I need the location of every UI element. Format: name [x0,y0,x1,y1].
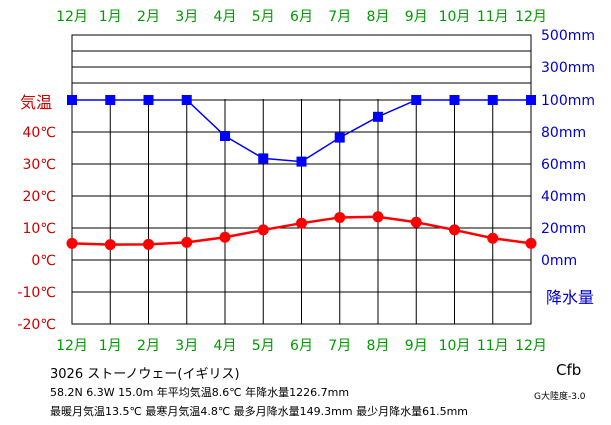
month-label: 10月 [439,9,471,25]
month-label: 9月 [405,9,428,25]
precipitation-point [373,111,383,122]
temperature-point [66,237,78,249]
precipitation-tick-label: 40mm [541,189,586,205]
month-label: 10月 [439,338,471,354]
precipitation-point [334,132,345,143]
temperature-tick-label: 0℃ [31,253,56,269]
temperature-point [334,211,346,223]
month-label: 12月 [515,338,547,354]
temperature-point [487,232,499,244]
precipitation-axis: 500mm 300mm 100mm 80mm 60mm 40mm 20mm 0mm [541,28,595,269]
month-label: 4月 [214,338,237,354]
month-label: 12月 [56,9,88,25]
month-label: 9月 [405,338,428,354]
month-label: 3月 [175,338,198,354]
precipitation-point [449,95,460,105]
precipitation-point [526,95,536,105]
temperature-tick-label: 40℃ [22,125,56,141]
month-label: 3月 [175,9,198,25]
temperature-axis-label: 気温 [20,93,52,112]
temperature-tick-label: 10℃ [22,221,56,237]
bottom-month-labels: 12月 1月 2月 3月 4月 5月 6月 7月 8月 9月 10月 11月 12月 [56,338,547,354]
continentality-index: G大陸度-3.0 [534,392,586,402]
station-stats: 最暖月気温13.5℃ 最寒月気温4.8℃ 最多月降水量149.3mm 最少月降水… [50,405,469,418]
temperature-tick-label: 20℃ [22,189,56,205]
month-label: 12月 [56,338,88,354]
month-label: 6月 [290,338,313,354]
temperature-point [143,238,154,250]
precipitation-tick-label: 20mm [541,221,586,237]
month-label: 2月 [137,338,160,354]
precipitation-tick-label: 500mm [541,28,595,44]
month-label: 7月 [328,9,351,25]
month-label: 4月 [214,9,237,25]
precipitation-point [258,153,269,164]
month-label: 6月 [290,9,313,25]
temperature-point [410,216,422,228]
precipitation-tick-label: 300mm [541,60,595,76]
temperature-tick-label: -10℃ [17,285,56,301]
temperature-point [296,217,307,229]
temperature-point [449,224,460,236]
station-info: 58.2N 6.3W 15.0m 年平均気温8.6℃ 年降水量1226.7mm [50,386,350,399]
temperature-point [181,236,193,248]
month-label: 8月 [367,338,390,354]
precipitation-point [143,95,154,105]
precipitation-tick-label: 80mm [541,125,586,141]
precipitation-point [181,95,192,105]
month-label: 7月 [328,338,351,354]
month-label: 1月 [99,338,122,354]
month-label: 8月 [367,9,390,25]
climate-class: Cfb [556,361,582,379]
temperature-point [525,237,537,249]
precipitation-point [67,95,77,105]
precipitation-point [220,131,230,141]
chart-grid [71,34,532,325]
temperature-point [372,211,384,223]
month-label: 11月 [477,9,509,25]
series-markers [66,95,537,251]
precipitation-tick-label: 0mm [541,253,577,269]
month-label: 2月 [137,9,160,25]
top-month-labels: 12月 1月 2月 3月 4月 5月 6月 7月 8月 9月 10月 11月 12月 [56,9,547,25]
month-label: 5月 [252,338,275,354]
month-label: 5月 [252,9,275,25]
station-name: 3026 ストーノウェー(イギリス) [50,367,240,382]
month-label: 12月 [515,9,547,25]
precipitation-point [411,95,422,105]
precipitation-point [487,95,498,105]
temperature-axis: 40℃ 30℃ 20℃ 10℃ 0℃ -10℃ -20℃ [17,125,56,333]
temperature-point [104,239,116,251]
temperature-point [257,224,269,236]
temperature-point [219,231,231,243]
temperature-tick-label: -20℃ [17,317,56,333]
precipitation-point [296,156,307,167]
precipitation-tick-label: 100mm [541,93,595,109]
month-label: 11月 [477,338,509,354]
precipitation-tick-label: 60mm [541,157,586,173]
precipitation-axis-label: 降水量 [546,288,594,307]
temperature-tick-label: 30℃ [22,157,56,173]
precipitation-point [105,95,116,105]
month-label: 1月 [99,9,122,25]
